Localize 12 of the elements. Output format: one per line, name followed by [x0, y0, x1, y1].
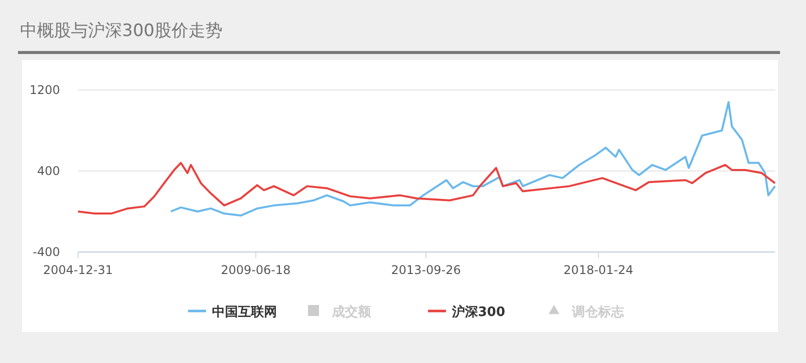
y-tick-label: 400 [37, 164, 60, 178]
legend-label: 沪深300 [451, 304, 506, 320]
x-tick-label: 2013-09-26 [391, 263, 461, 277]
x-tick-label: 2018-01-24 [564, 263, 634, 277]
y-tick-label: -400 [32, 245, 60, 259]
line-series [77, 162, 776, 215]
line-series [170, 101, 776, 217]
x-tick-label: 2004-12-31 [43, 263, 113, 277]
x-tick-label: 2009-06-18 [220, 263, 291, 277]
chart-title: 中概股与沪深300股价走势 [20, 21, 222, 41]
y-tick-label: 1200 [29, 83, 60, 97]
legend-label: 中国互联网 [212, 305, 277, 320]
